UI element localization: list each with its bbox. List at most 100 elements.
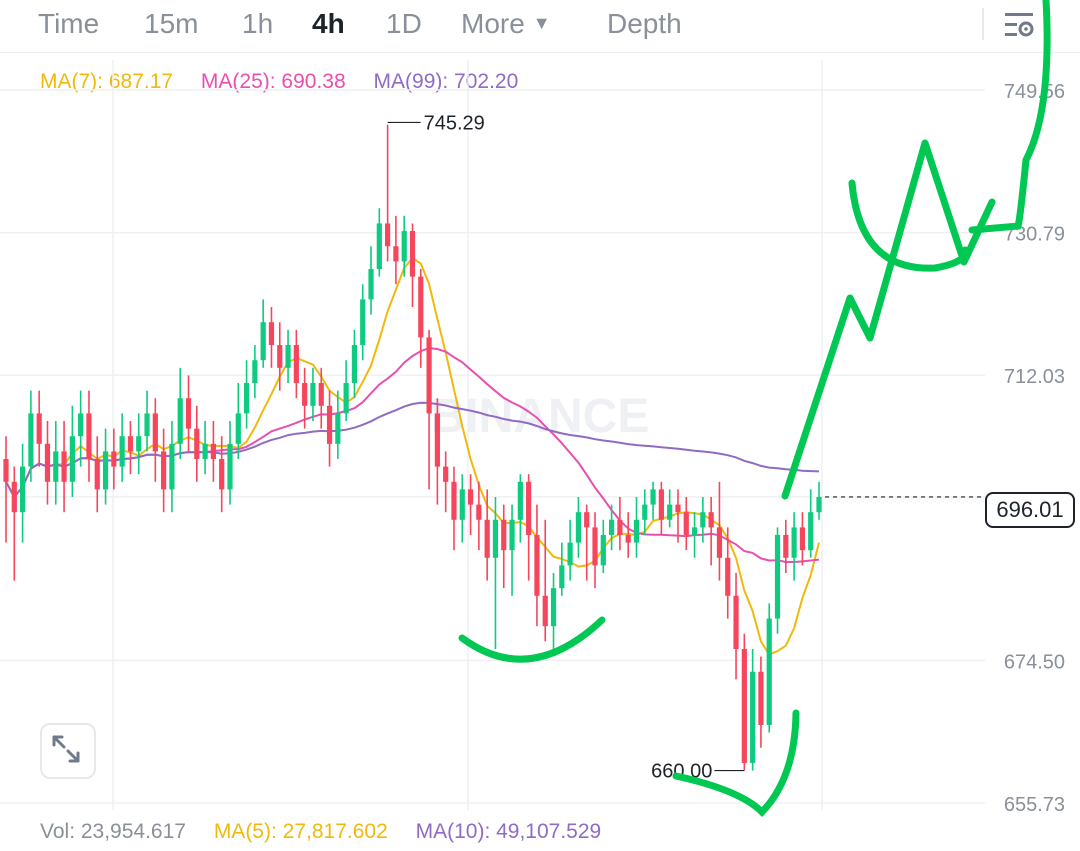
volume-ma5-label: MA(5): 27,817.602 <box>213 820 388 843</box>
candle-body <box>567 542 573 566</box>
candle-body <box>476 504 482 520</box>
expand-chart-button[interactable] <box>40 723 96 779</box>
candle-body <box>592 527 598 566</box>
caret-down-icon: ▼ <box>532 13 551 33</box>
candle-body <box>733 595 739 649</box>
candle <box>467 474 474 535</box>
candle <box>343 360 349 422</box>
candle <box>733 572 739 680</box>
candle <box>368 246 374 315</box>
candle <box>766 603 772 733</box>
candle-body <box>28 413 34 467</box>
candle <box>434 398 440 505</box>
candle-body <box>443 466 449 482</box>
candle <box>609 504 615 551</box>
volume-label: Vol: 23,954.617 <box>40 820 186 843</box>
candle <box>542 519 548 642</box>
chart-settings-icon[interactable] <box>1002 10 1038 40</box>
candle-body <box>144 413 150 437</box>
candle <box>675 489 681 543</box>
candle-body <box>418 276 424 338</box>
candle-body <box>136 436 142 452</box>
candle <box>202 421 208 475</box>
candle-body <box>667 504 673 520</box>
candle <box>725 527 731 619</box>
candle <box>293 329 299 399</box>
high-price-label: 745.29 <box>424 112 485 134</box>
candle <box>667 489 673 528</box>
candle <box>102 428 109 505</box>
candle <box>277 322 283 391</box>
candle-body <box>609 519 615 535</box>
candle-body <box>600 534 606 566</box>
candle-body <box>19 466 26 513</box>
candle <box>509 504 515 596</box>
candle-body <box>409 231 416 277</box>
tab-time[interactable]: Time <box>38 8 100 39</box>
candle-body <box>119 436 125 467</box>
tab-more[interactable]: More ▼ <box>461 8 551 40</box>
candle-body <box>53 451 59 482</box>
candle-body <box>716 527 723 558</box>
candle-body <box>758 671 764 725</box>
candle <box>683 496 689 551</box>
candle <box>741 633 747 771</box>
candle <box>476 481 482 551</box>
tab-1h[interactable]: 1h <box>242 8 274 39</box>
tab-1d[interactable]: 1D <box>386 8 422 39</box>
candle <box>78 390 84 467</box>
tab-depth[interactable]: Depth <box>607 8 682 39</box>
candle <box>210 421 216 482</box>
candle <box>418 269 424 368</box>
candle <box>119 413 125 482</box>
ma25-label: MA(25): 690.38 <box>200 70 346 93</box>
candle-body <box>550 588 557 627</box>
candle <box>61 421 67 513</box>
candle-body <box>492 519 499 558</box>
candle <box>774 527 781 634</box>
candle <box>260 299 266 368</box>
binance-watermark: BINANCE <box>431 390 650 443</box>
drawing-cup <box>848 179 969 272</box>
candle <box>526 474 532 581</box>
candle <box>459 474 465 543</box>
candle-body <box>36 413 42 444</box>
candle <box>318 367 324 429</box>
candle <box>169 421 175 513</box>
candle-body <box>675 504 681 513</box>
candle <box>750 648 756 771</box>
candle-body <box>501 519 507 551</box>
candle-body <box>393 246 399 262</box>
candle <box>534 504 540 627</box>
candle-body <box>484 519 490 558</box>
candle-body <box>44 443 51 482</box>
candle <box>44 421 51 505</box>
tab-15m[interactable]: 15m <box>144 8 199 39</box>
candle-body <box>633 519 640 543</box>
candle <box>144 390 150 452</box>
tab-4h[interactable]: 4h <box>312 8 345 39</box>
candle-body <box>691 527 698 535</box>
candle <box>501 504 507 589</box>
candle-body <box>227 443 233 490</box>
candle <box>302 367 308 429</box>
candle <box>36 390 42 467</box>
candle-body <box>816 496 822 513</box>
candle-body <box>459 489 465 520</box>
ma-lines <box>5 256 820 656</box>
candle <box>758 656 764 748</box>
candle <box>86 390 92 482</box>
candle <box>584 504 590 581</box>
candle-body <box>285 345 291 368</box>
candle <box>517 474 523 543</box>
candle <box>492 496 499 649</box>
candle-body <box>343 383 349 414</box>
candle-body <box>102 451 109 490</box>
candle-body <box>542 595 548 627</box>
candle <box>708 496 714 566</box>
candle-body <box>69 436 75 482</box>
candle <box>443 451 449 513</box>
candle <box>617 496 623 551</box>
